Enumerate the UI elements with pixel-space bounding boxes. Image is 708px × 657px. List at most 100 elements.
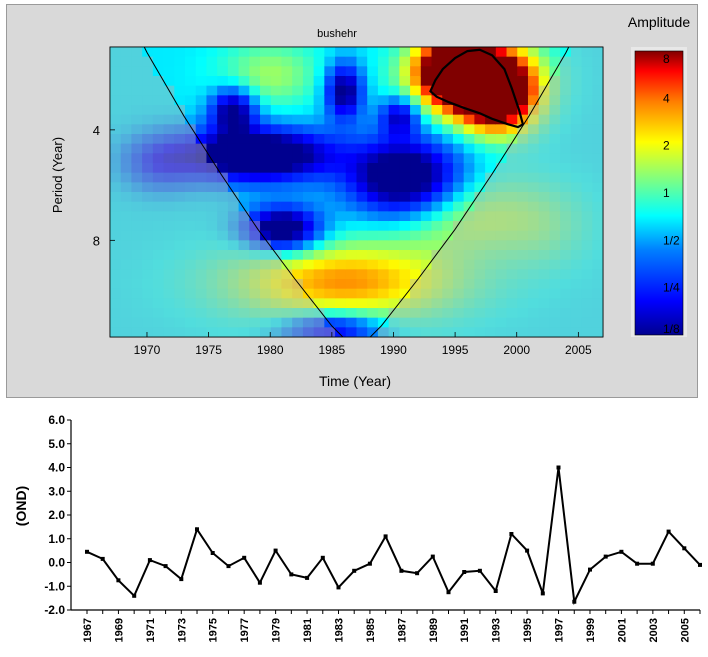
heatmap-cell (495, 172, 508, 183)
heatmap-cell (485, 163, 497, 174)
colorbar-tick-label: 8 (663, 52, 670, 66)
heatmap-cell (463, 192, 475, 203)
heatmap-cell (570, 279, 583, 290)
heatmap-cell (570, 308, 583, 319)
heatmap-cell (474, 163, 486, 174)
ond-data-point (540, 591, 545, 596)
heatmap-cell (345, 47, 358, 58)
heatmap-cell (377, 230, 390, 241)
heatmap-cell (560, 66, 572, 77)
heatmap-cell (249, 250, 261, 261)
heatmap-cell (152, 201, 165, 212)
heatmap-cell (313, 85, 325, 96)
heatmap-cell (249, 201, 261, 212)
heatmap-cell (538, 76, 551, 87)
heatmap-cell (495, 327, 508, 337)
heatmap-cell (549, 85, 561, 96)
heatmap-cell (549, 211, 561, 222)
ond-data-point (289, 572, 294, 577)
heatmap-cell (185, 124, 197, 135)
heatmap-cell (217, 47, 229, 58)
heatmap-cell (399, 250, 411, 261)
heatmap-cell (388, 211, 400, 222)
ond-data-point (367, 561, 372, 566)
heatmap-cell (206, 240, 218, 251)
heatmap-cell (217, 66, 229, 77)
heatmap-cell (538, 56, 551, 67)
heatmap-cell (302, 288, 315, 299)
heatmap-cell (152, 76, 165, 87)
heatmap-cell (592, 211, 603, 222)
heatmap-cell (238, 95, 250, 106)
heatmap-cell (324, 114, 336, 125)
cone-of-influence-line (143, 47, 570, 337)
heatmap-cell (570, 134, 583, 145)
heatmap-cell (442, 114, 454, 125)
heatmap-cell (570, 95, 583, 106)
heatmap-cell (206, 182, 218, 193)
heatmap-cell (206, 221, 218, 232)
heatmap-cell (420, 259, 433, 270)
heatmap-cell (335, 105, 347, 116)
heatmap-cell (217, 76, 229, 87)
heatmap-cell (560, 230, 572, 241)
heatmap-cell (131, 143, 143, 154)
ond-data-point (446, 590, 451, 595)
ond-data-point (100, 556, 105, 561)
heatmap-cell (110, 298, 122, 309)
heatmap-cell (217, 259, 229, 270)
heatmap-cell (570, 269, 583, 280)
heatmap-cell (367, 201, 379, 212)
heatmap-cell (485, 76, 497, 87)
heatmap-cell (452, 201, 465, 212)
heatmap-cell (560, 134, 572, 145)
heatmap-cell (292, 288, 304, 299)
heatmap-cell (163, 298, 175, 309)
heatmap-cell (485, 298, 497, 309)
heatmap-cell (581, 240, 593, 251)
heatmap-cell (452, 240, 465, 251)
heatmap-cell (206, 143, 218, 154)
heatmap-cell (324, 134, 336, 145)
heatmap-cell (195, 308, 208, 319)
heatmap-cell (313, 66, 325, 77)
heatmap-cell (431, 269, 443, 280)
heatmap-cell (335, 76, 347, 87)
heatmap-cell (581, 201, 593, 212)
heatmap-cell (581, 163, 593, 174)
heatmap-cell (485, 250, 497, 261)
heatmap-cell (238, 114, 250, 125)
heatmap-cell (217, 230, 229, 241)
heatmap-cell (110, 182, 122, 193)
colorbar (634, 50, 684, 336)
heatmap-cell (517, 76, 529, 87)
heatmap-cell (399, 105, 411, 116)
heatmap-cell (260, 56, 272, 67)
heatmap-cell (592, 66, 603, 77)
heatmap-cell (217, 105, 229, 116)
heatmap-cell (560, 192, 572, 203)
heatmap-cell (377, 76, 390, 87)
heatmap-cell (249, 124, 261, 135)
heatmap-cell (120, 327, 133, 337)
heatmap-cell (249, 298, 261, 309)
heatmap-cell (110, 105, 122, 116)
heatmap-cell (110, 66, 122, 77)
heatmap-cell (345, 56, 358, 67)
ond-data-point (132, 593, 137, 598)
wavelet-x-tick-label: 2005 (565, 343, 592, 357)
ond-data-point (116, 578, 121, 583)
heatmap-cell (442, 269, 454, 280)
heatmap-cell (227, 308, 240, 319)
heatmap-cell (292, 105, 304, 116)
heatmap-cell (377, 95, 390, 106)
heatmap-cell (506, 327, 518, 337)
heatmap-cell (592, 201, 603, 212)
colorbar-tick-label: 1/4 (663, 281, 680, 295)
heatmap-cell (120, 230, 133, 241)
heatmap-cell (495, 114, 508, 125)
heatmap-cell (120, 66, 133, 77)
heatmap-cell (485, 230, 497, 241)
heatmap-cell (206, 201, 218, 212)
heatmap-cell (163, 221, 175, 232)
